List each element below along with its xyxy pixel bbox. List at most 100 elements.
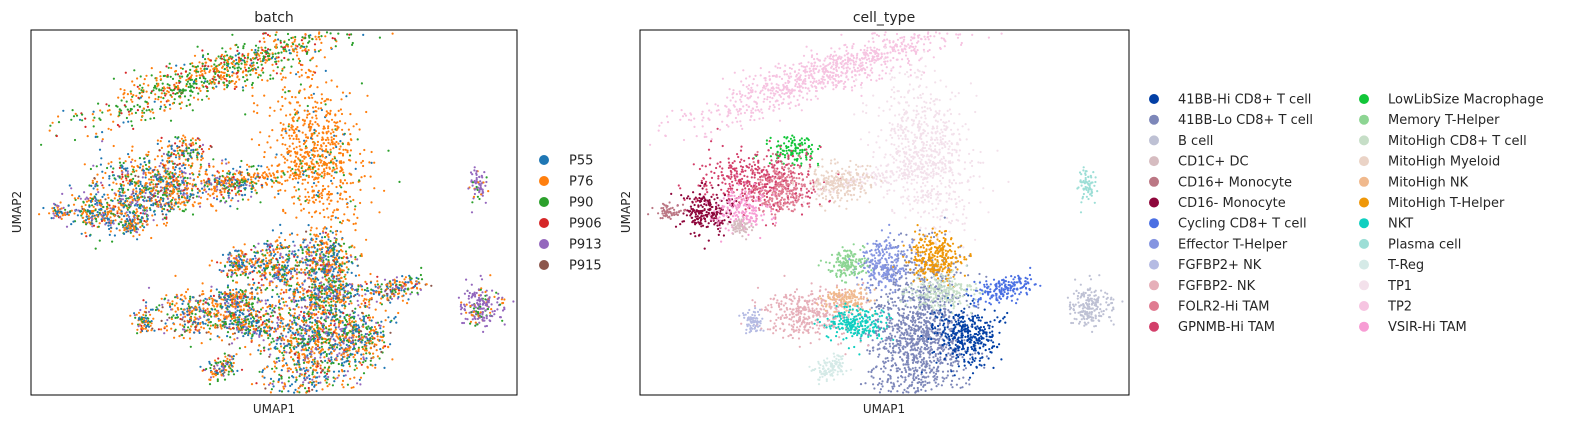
data-point	[279, 72, 282, 75]
data-point	[276, 139, 279, 142]
data-point	[476, 195, 479, 198]
data-point	[149, 172, 152, 175]
data-point	[300, 166, 303, 170]
data-point	[261, 184, 264, 187]
data-point	[91, 212, 94, 215]
data-point	[389, 343, 392, 346]
data-point	[121, 194, 124, 197]
data-point	[301, 251, 304, 255]
data-point	[241, 194, 244, 197]
data-point	[193, 69, 196, 73]
data-point	[308, 346, 311, 349]
data-point	[276, 66, 279, 69]
data-point	[315, 308, 318, 311]
data-point	[146, 223, 149, 226]
data-point	[154, 198, 157, 201]
data-point	[310, 274, 313, 277]
data-point	[259, 201, 262, 204]
data-point	[310, 215, 314, 218]
data-point	[281, 322, 284, 325]
data-point	[213, 179, 216, 182]
data-point	[149, 208, 152, 212]
data-point	[250, 62, 253, 65]
data-point	[473, 179, 476, 183]
data-point	[324, 311, 327, 314]
data-point	[80, 232, 83, 235]
data-point	[195, 66, 198, 69]
data-point	[200, 180, 203, 183]
data-point	[325, 354, 328, 358]
data-point	[344, 336, 347, 339]
data-point	[132, 168, 135, 171]
data-point	[153, 86, 157, 89]
data-point	[281, 127, 284, 130]
data-point	[313, 150, 316, 153]
data-point	[83, 219, 86, 222]
data-point	[148, 165, 151, 168]
data-point	[204, 64, 207, 67]
data-point	[147, 153, 150, 156]
data-point	[75, 114, 79, 117]
data-point	[131, 100, 134, 103]
data-point	[286, 32, 290, 36]
data-point	[321, 194, 324, 197]
data-point	[196, 152, 199, 155]
data-point	[279, 41, 282, 44]
data-point	[270, 185, 274, 188]
data-point	[108, 109, 111, 112]
data-point	[118, 111, 121, 114]
data-point	[262, 176, 265, 179]
data-point	[296, 264, 299, 267]
data-point	[227, 194, 230, 197]
data-point	[289, 169, 292, 172]
data-point	[95, 220, 98, 223]
data-point	[358, 378, 361, 381]
data-point	[173, 175, 176, 178]
data-point	[185, 104, 188, 107]
data-point	[274, 52, 277, 55]
data-point	[97, 102, 100, 105]
data-point	[312, 163, 315, 166]
data-point	[104, 210, 107, 213]
data-point	[308, 327, 311, 330]
data-point	[127, 110, 130, 113]
data-point	[359, 201, 362, 205]
data-point	[81, 207, 84, 210]
data-point	[366, 366, 369, 369]
data-point	[329, 295, 332, 298]
data-point	[345, 343, 348, 346]
data-point	[177, 152, 180, 155]
data-point	[168, 87, 171, 90]
data-point	[250, 190, 253, 193]
data-point	[371, 316, 375, 319]
data-point	[266, 59, 269, 62]
data-point	[340, 161, 343, 165]
data-point	[170, 95, 173, 98]
data-point	[130, 124, 134, 127]
data-point	[311, 123, 314, 126]
data-point	[379, 348, 382, 351]
data-point	[136, 238, 139, 241]
data-point	[346, 359, 349, 362]
data-point	[152, 111, 155, 114]
data-point	[195, 195, 198, 198]
data-point	[305, 162, 308, 165]
data-point	[276, 293, 279, 296]
data-point	[213, 189, 216, 192]
data-point	[303, 359, 306, 362]
data-point	[147, 150, 150, 154]
data-point	[282, 171, 285, 175]
data-point	[336, 200, 339, 203]
data-point	[292, 298, 295, 301]
data-point	[195, 80, 198, 83]
data-point	[146, 214, 150, 217]
data-point	[356, 216, 359, 219]
data-point	[216, 188, 219, 191]
data-point	[161, 193, 164, 197]
data-point	[152, 179, 155, 182]
data-point	[359, 188, 362, 191]
data-point	[319, 367, 322, 370]
data-point	[145, 74, 148, 77]
data-point	[61, 213, 65, 217]
data-point	[470, 211, 474, 214]
